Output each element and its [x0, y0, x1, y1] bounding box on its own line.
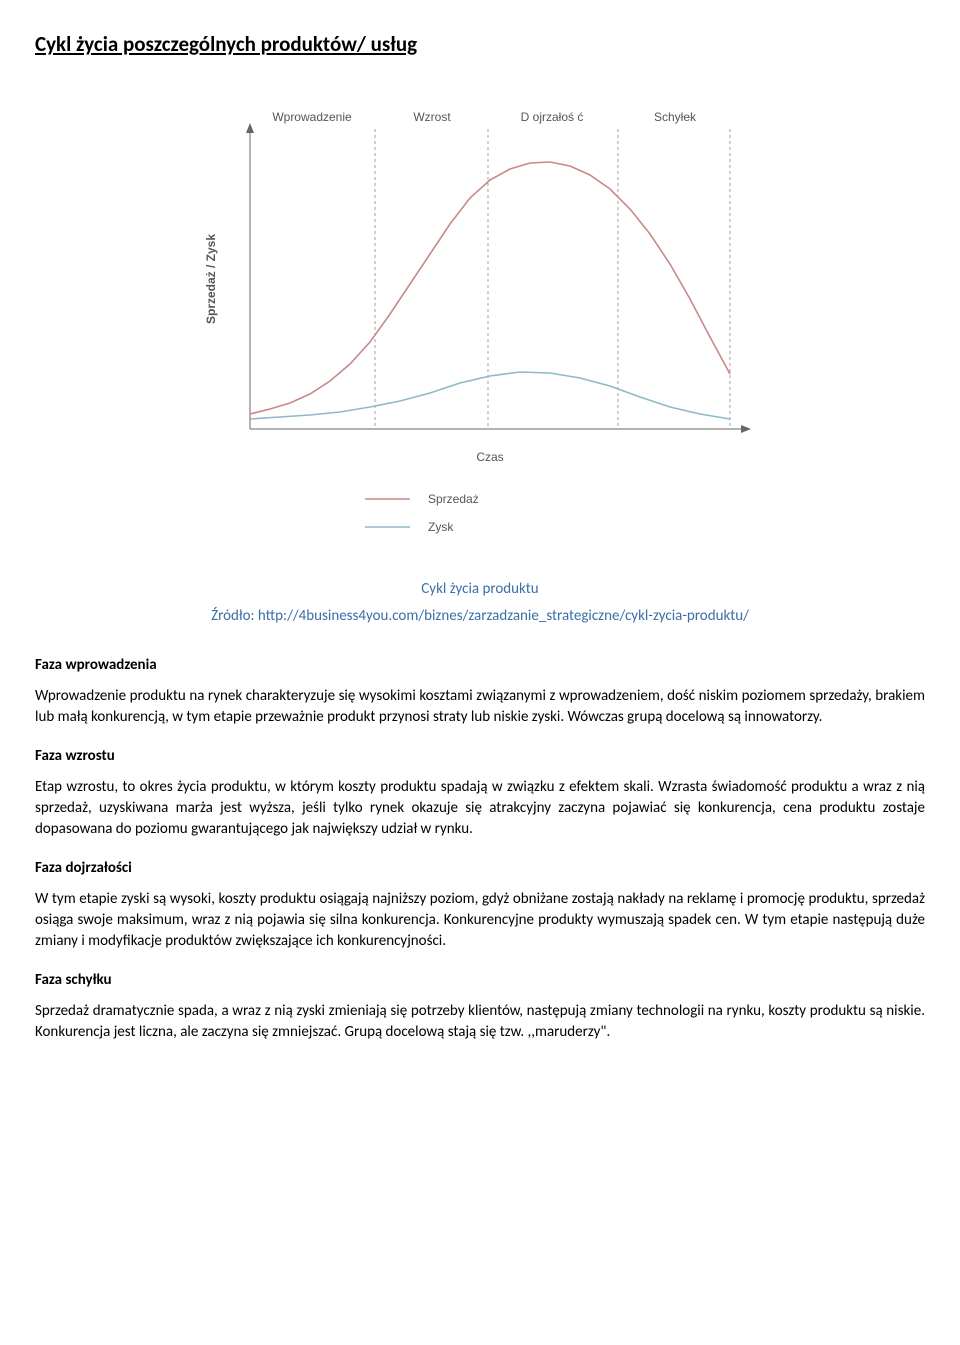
section-heading-1: Faza wzrostu: [35, 746, 925, 767]
section-text-3: Sprzedaż dramatycznie spada, a wraz z ni…: [35, 1001, 925, 1043]
series-zysk: [250, 372, 730, 419]
legend: Sprzedaż Zysk: [365, 492, 479, 534]
x-axis-label: Czas: [476, 450, 503, 464]
section-text-2: W tym etapie zyski są wysoki, koszty pro…: [35, 889, 925, 952]
phase-label-3: Schyłek: [654, 110, 697, 124]
phase-dividers: [375, 129, 730, 429]
phase-label-2: D ojrzałoś ć: [521, 110, 584, 124]
chart-container: Wprowadzenie Wzrost D ojrzałoś ć Schyłek…: [170, 89, 790, 559]
phase-label-1: Wzrost: [413, 110, 451, 124]
lifecycle-chart: Wprowadzenie Wzrost D ojrzałoś ć Schyłek…: [170, 89, 790, 559]
y-axis-label: Sprzedaż / Zysk: [204, 234, 218, 324]
section-0: Faza wprowadzenia Wprowadzenie produktu …: [35, 655, 925, 728]
chart-caption: Cykl życia produktu: [35, 579, 925, 600]
y-axis-arrow: [246, 123, 254, 133]
page-title: Cykl życia poszczególnych produktów/ usł…: [35, 30, 925, 59]
section-3: Faza schyłku Sprzedaż dramatycznie spada…: [35, 970, 925, 1043]
source-url: http://4business4you.com/biznes/zarzadza…: [258, 607, 749, 625]
legend-label-1: Zysk: [428, 520, 454, 534]
section-2: Faza dojrzałości W tym etapie zyski są w…: [35, 858, 925, 952]
section-heading-2: Faza dojrzałości: [35, 858, 925, 879]
section-text-0: Wprowadzenie produktu na rynek charakter…: [35, 686, 925, 728]
x-axis-arrow: [741, 425, 751, 433]
section-heading-0: Faza wprowadzenia: [35, 655, 925, 676]
source-prefix: Źródło:: [211, 607, 258, 625]
phase-label-0: Wprowadzenie: [272, 110, 352, 124]
legend-label-0: Sprzedaż: [428, 492, 479, 506]
chart-source: Źródło: http://4business4you.com/biznes/…: [35, 606, 925, 627]
section-heading-3: Faza schyłku: [35, 970, 925, 991]
section-text-1: Etap wzrostu, to okres życia produktu, w…: [35, 777, 925, 840]
section-1: Faza wzrostu Etap wzrostu, to okres życi…: [35, 746, 925, 840]
